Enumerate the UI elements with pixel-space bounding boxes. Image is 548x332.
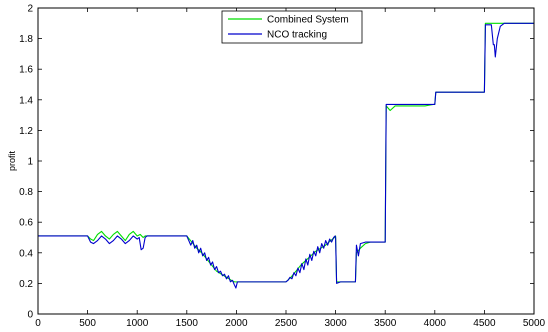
legend-box [221,10,363,44]
y-tick-label: 1.6 [19,65,33,76]
x-tick-label: 1000 [126,318,149,329]
x-tick-label: 3500 [374,318,397,329]
x-tick-label: 0 [35,318,41,329]
y-tick-label: 1.4 [19,95,33,106]
x-tick-label: 1500 [176,318,199,329]
y-tick-label: 0 [27,310,33,321]
legend-label-nco-tracking: NCO tracking [267,30,327,41]
x-tick-label: 3000 [324,318,347,329]
series-layer [38,22,534,289]
x-tick-label: 500 [79,318,96,329]
plot-area [38,8,534,314]
y-axis: 0 0.2 0.4 0.6 0.8 1 1.2 1.4 1.6 1.8 2 [19,4,534,321]
y-tick-label: 0.6 [19,218,33,229]
x-tick-label: 2500 [275,318,298,329]
legend-label-combined-system: Combined System [267,15,349,26]
y-tick-label: 0.8 [19,187,33,198]
x-tick-label: 2000 [225,318,248,329]
x-tick-label: 5000 [523,318,546,329]
legend: Combined System NCO tracking [221,10,363,44]
x-tick-label: 4500 [473,318,496,329]
y-tick-label: 1 [27,157,33,168]
y-tick-label: 2 [27,4,33,15]
y-tick-label: 1.8 [19,34,33,45]
y-tick-label: 0.4 [19,248,33,259]
x-axis: 0 500 1000 1500 2000 2500 3000 3500 4000 4500 5000 [35,8,546,329]
x-tick-label: 4000 [424,318,447,329]
y-tick-label: 0.2 [19,279,33,290]
series-line-nco-tracking [38,22,534,289]
y-tick-label: 1.2 [19,126,33,137]
y-axis-label: profit [7,151,17,172]
